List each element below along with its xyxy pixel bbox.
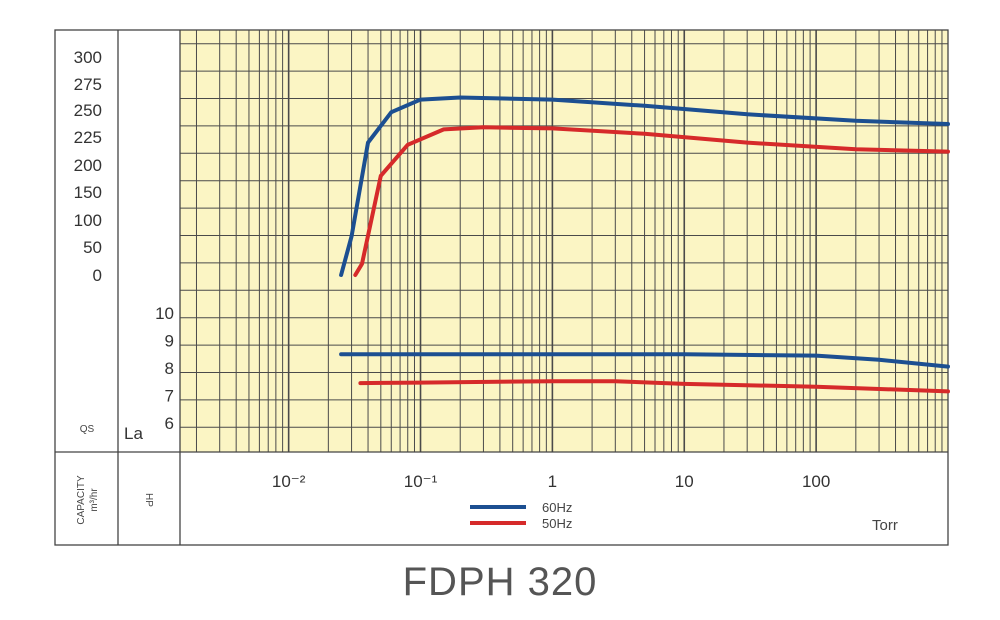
legend-label-50hz: 50Hz bbox=[542, 516, 572, 531]
capacity-tick-label: 150 bbox=[74, 183, 102, 202]
capacity-tick-label: 100 bbox=[74, 211, 102, 230]
hp-label: HP bbox=[143, 493, 154, 507]
power-tick-label: 8 bbox=[165, 359, 174, 378]
power-tick-label: 9 bbox=[165, 332, 174, 351]
capacity-tick-label: 250 bbox=[74, 101, 102, 120]
power-line-50hz bbox=[358, 379, 950, 394]
capacity-tick-label: 225 bbox=[74, 128, 102, 147]
capacity-unit-label: m³/hr bbox=[89, 488, 100, 512]
pressure-tick-label: 10 bbox=[675, 472, 694, 491]
horizontal-grid-lines bbox=[180, 43, 948, 428]
pressure-tick-label: 10⁻¹ bbox=[404, 472, 438, 491]
series-group bbox=[339, 95, 950, 394]
power-line-60hz bbox=[339, 352, 950, 369]
model-title: FDPH 320 bbox=[402, 560, 598, 604]
pressure-tick-labels: 10⁻² 10⁻¹ 1 10 100 bbox=[272, 472, 830, 491]
capacity-tick-label: 300 bbox=[74, 48, 102, 67]
capacity-tick-label: 50 bbox=[83, 238, 102, 257]
pressure-tick-label: 1 bbox=[548, 472, 557, 491]
chart-frame bbox=[54, 29, 949, 546]
capacity-line-50hz bbox=[353, 125, 950, 277]
capacity-tick-labels: 300 275 250 225 200 150 100 50 0 bbox=[74, 48, 102, 285]
power-tick-label: 7 bbox=[165, 387, 174, 406]
pressure-tick-label: 100 bbox=[802, 472, 830, 491]
capacity-line-60hz bbox=[339, 95, 950, 277]
frame-line bbox=[54, 29, 949, 546]
capacity-tick-label: 200 bbox=[74, 156, 102, 175]
legend: 60Hz 50Hz bbox=[470, 500, 572, 531]
la-axis-label: La bbox=[124, 424, 143, 443]
power-tick-label: 10 bbox=[155, 304, 174, 323]
power-tick-label: 6 bbox=[165, 414, 174, 433]
qs-axis-label: QS bbox=[80, 424, 95, 435]
capacity-label: CAPACITY bbox=[76, 475, 87, 525]
legend-label-60hz: 60Hz bbox=[542, 500, 572, 515]
power-tick-labels: 10 9 8 7 6 bbox=[155, 304, 174, 433]
capacity-tick-label: 275 bbox=[74, 75, 102, 94]
pressure-tick-label: 10⁻² bbox=[272, 472, 306, 491]
capacity-tick-label: 0 bbox=[93, 266, 102, 285]
pressure-unit-label: Torr bbox=[872, 517, 898, 534]
